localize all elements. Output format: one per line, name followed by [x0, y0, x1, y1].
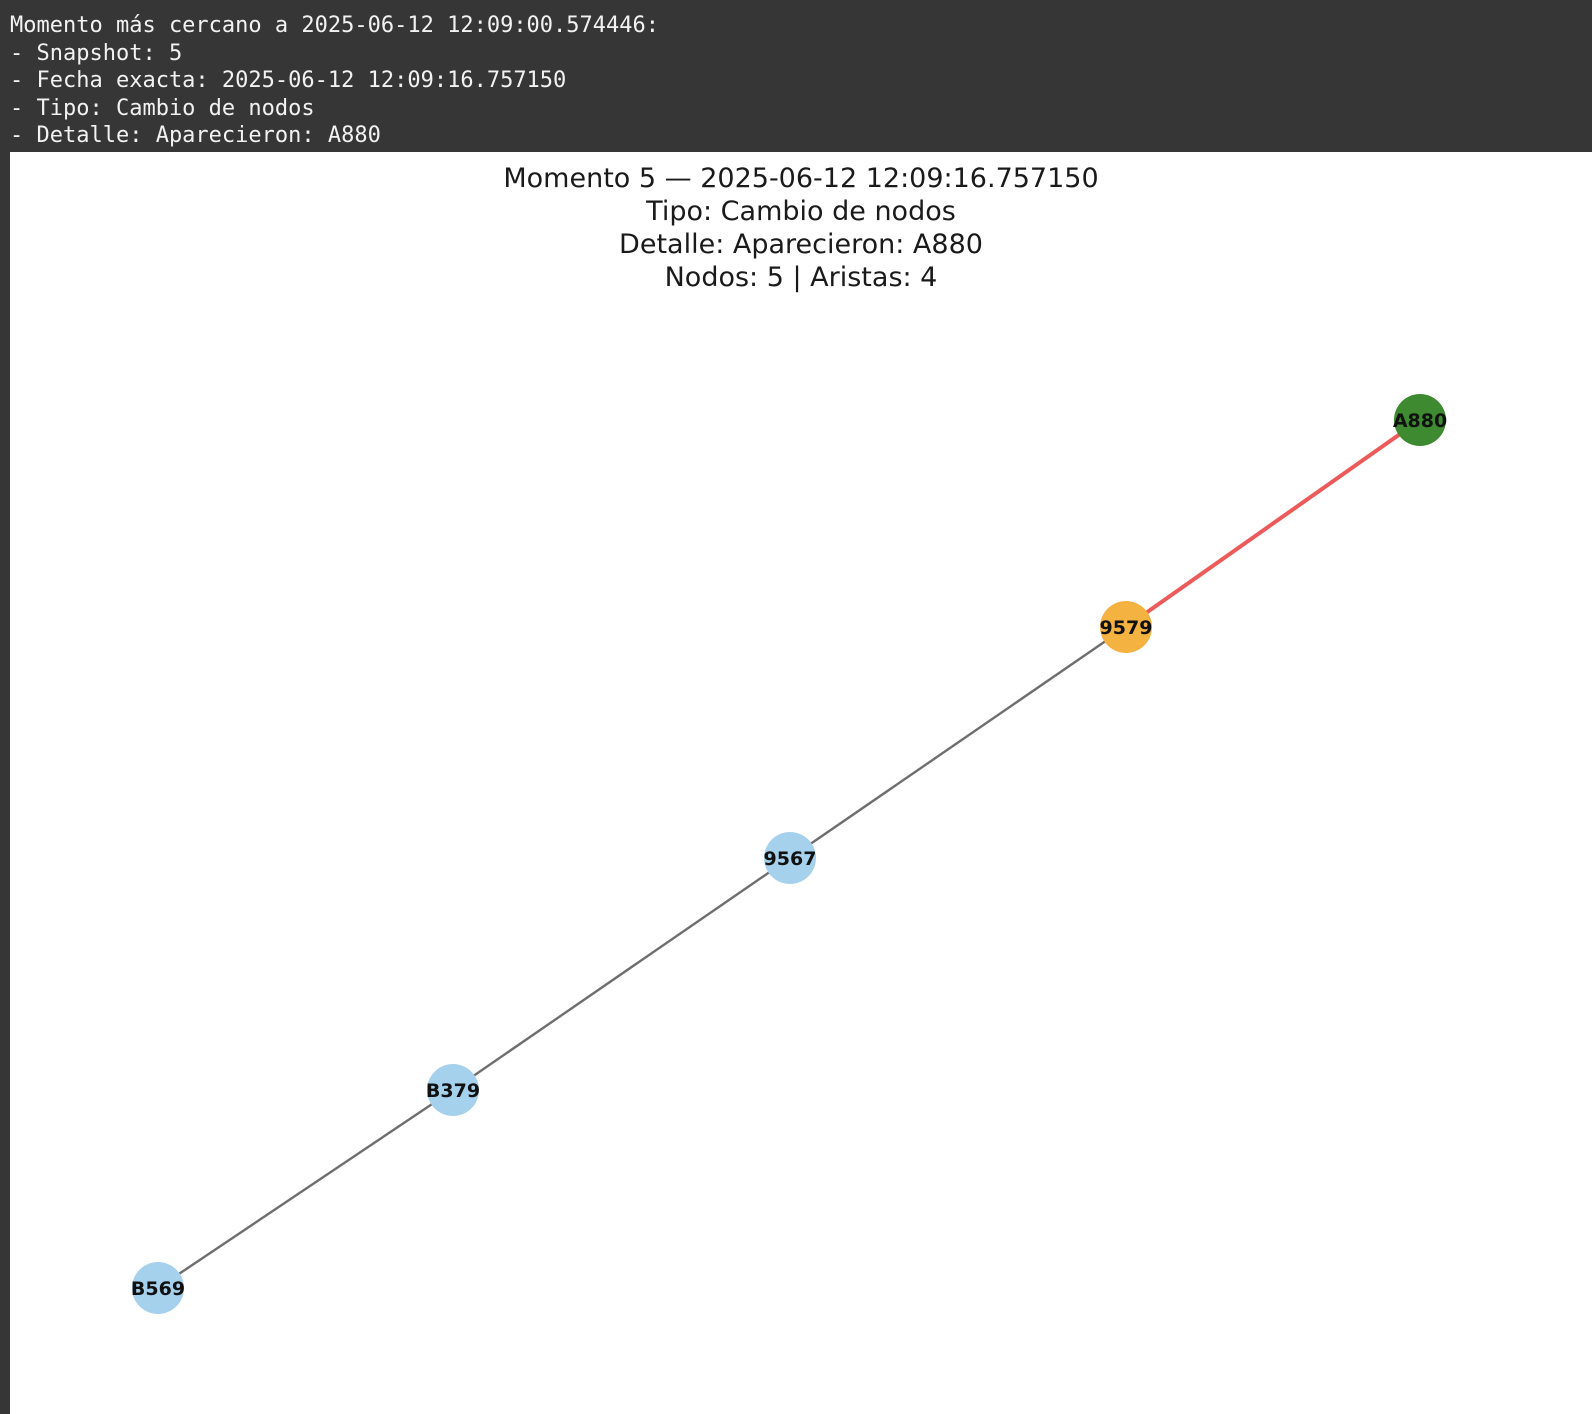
graph-node-label: 9567: [764, 848, 817, 870]
graph-edge-B379-B569: [157, 1089, 454, 1289]
graph-node-circle: [1394, 394, 1446, 446]
console-line-type: - Tipo: Cambio de nodos: [10, 95, 315, 121]
console-line-date: - Fecha exacta: 2025-06-12 12:09:16.7571…: [10, 68, 567, 93]
graph-node-B379: B379: [426, 1064, 480, 1116]
graph-node-9579: 9579: [1100, 601, 1153, 653]
graph-node-circle: [1100, 601, 1152, 653]
graph-edge-9579-9567: [789, 626, 1127, 859]
console-line-detail: - Detalle: Aparecieron: A880: [10, 123, 381, 148]
graph-node-circle: [764, 832, 816, 884]
graph-node-B569: B569: [131, 1262, 185, 1314]
graph-node-label: 9579: [1100, 617, 1153, 639]
figure-title-line-counts: Nodos: 5 | Aristas: 4: [664, 262, 938, 293]
graph-edge-9579-A880: [1124, 418, 1422, 629]
graph-node-label: A880: [1393, 410, 1447, 432]
console-line-header: Momento más cercano a 2025-06-12 12:09:0…: [10, 13, 660, 38]
figure-title-line-detail: Detalle: Aparecieron: A880: [619, 229, 983, 260]
graph-figure: A880 9579 9567 B379 B569 Momento 5 — 2025-06…: [10, 152, 1592, 1414]
graph-node-circle: [132, 1262, 184, 1314]
graph-canvas: A880 9579 9567 B379 B569: [131, 394, 1447, 1314]
graph-node-label: B569: [131, 1278, 185, 1300]
console-line-snapshot: - Snapshot: 5: [10, 40, 183, 66]
console-output: Momento más cercano a 2025-06-12 12:09:0…: [0, 0, 1592, 152]
graph-edge-9567-B379: [452, 857, 791, 1091]
graph-node-label: B379: [426, 1080, 480, 1102]
graph-node-A880: A880: [1393, 394, 1447, 446]
graph-node-circle: [427, 1064, 479, 1116]
graph-node-9567: 9567: [764, 832, 817, 884]
figure-title-line-type: Tipo: Cambio de nodos: [646, 196, 956, 227]
figure-title-line-moment: Momento 5 — 2025-06-12 12:09:16.757150: [503, 163, 1099, 194]
figure-title: Momento 5 — 2025-06-12 12:09:16.757150 T…: [10, 162, 1592, 294]
